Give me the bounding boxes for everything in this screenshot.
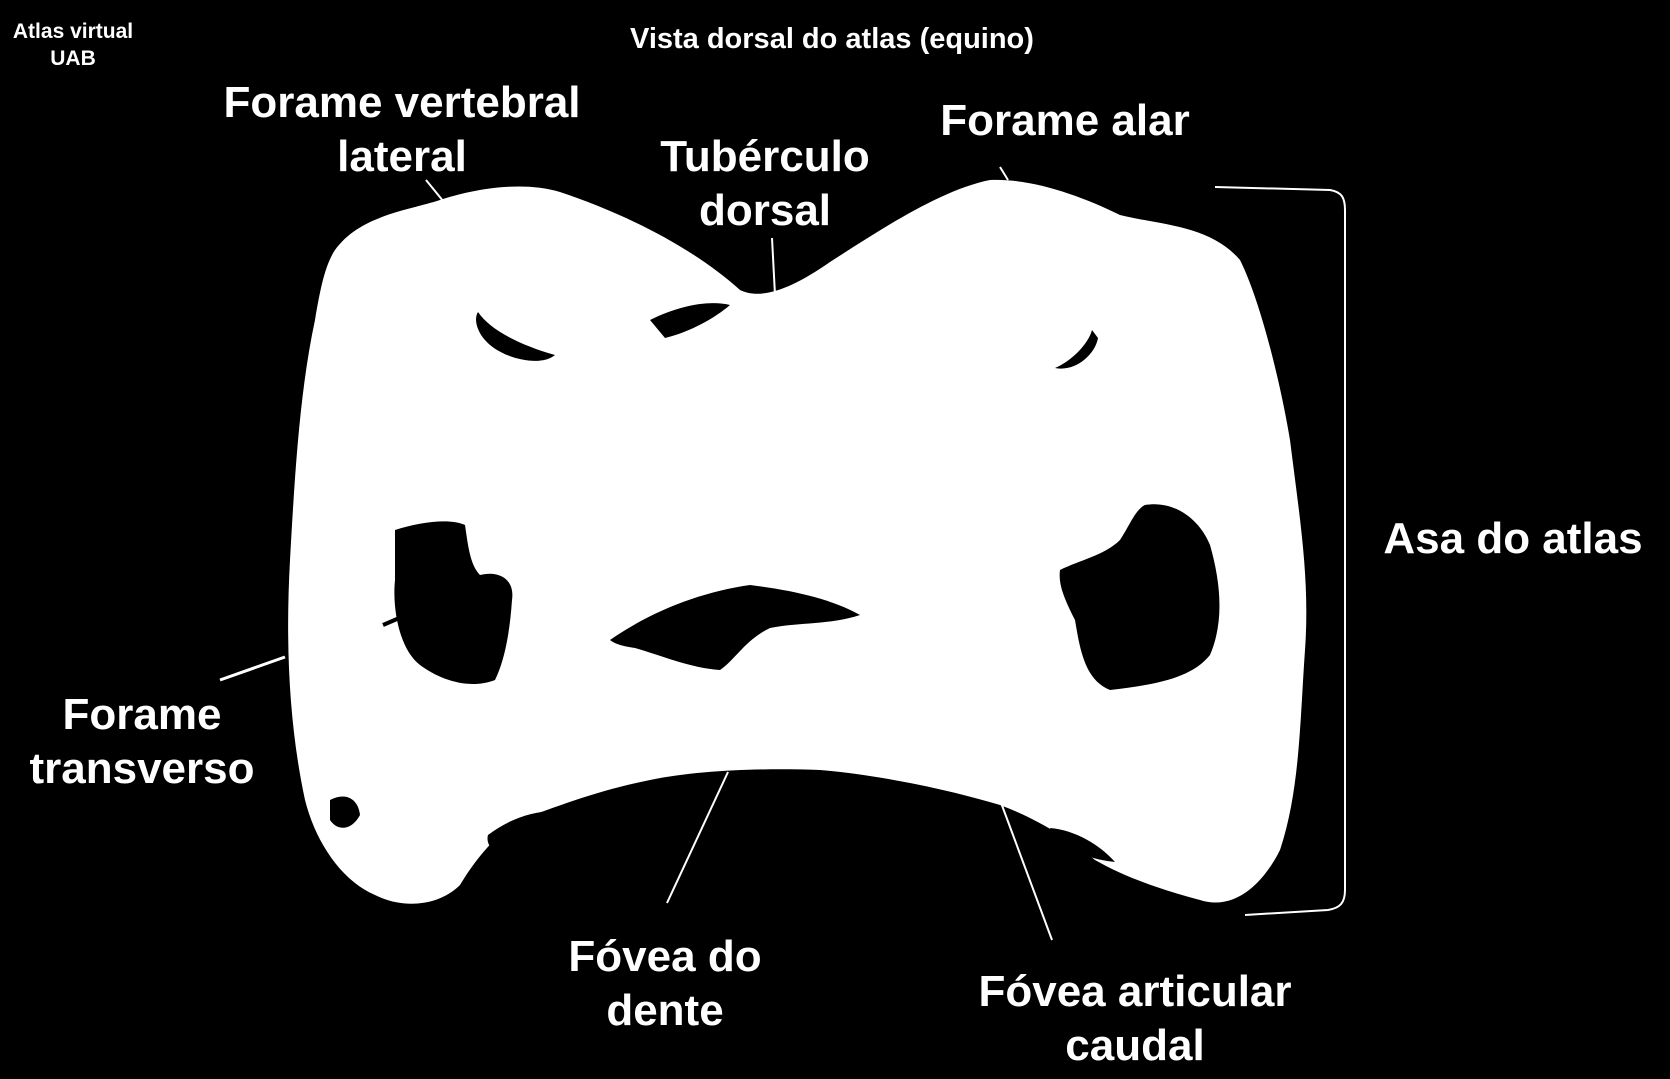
label-forame-alar-line-1: Forame alar (940, 96, 1190, 145)
fovea-do-dente-dark-area (610, 585, 860, 670)
leader-fovea-do-dente (666, 771, 729, 904)
forame-alar-right-hole (1055, 330, 1098, 369)
label-forame-alar: Forame alar (925, 94, 1205, 148)
fovea-articular-right-notch (1050, 828, 1115, 862)
label-fovea-articular-caudal-line-1: Fóvea articular (978, 967, 1292, 1016)
source-line-1: Atlas virtual (12, 20, 134, 43)
diagram-title: Vista dorsal do atlas (equino) (630, 23, 1034, 55)
forame-vertebral-lateral-left-hole (476, 312, 555, 361)
label-forame-transverso-line-1: Forame (62, 690, 222, 739)
label-fovea-articular-caudal-line-2: caudal (1065, 1020, 1205, 1070)
caudal-lower-left-spot (330, 796, 360, 828)
label-tuberculo-dorsal: Tubérculo dorsal (645, 130, 885, 237)
label-forame-vertebral-lateral-line-1: Forame vertebral (223, 78, 581, 127)
label-tuberculo-dorsal-line-1: Tubérculo (660, 132, 870, 181)
label-forame-transverso-line-2: transverso (29, 743, 255, 793)
label-fovea-do-dente-line-2: dente (606, 985, 724, 1035)
label-fovea-do-dente-line-1: Fóvea do (568, 932, 762, 981)
label-tuberculo-dorsal-line-2: dorsal (698, 185, 832, 235)
leader-forame-vertebral-lateral (425, 179, 449, 208)
label-asa-do-atlas: Asa do atlas (1368, 512, 1658, 566)
leader-forame-transverso-outer (219, 655, 286, 682)
leader-forame-transverso-inner (382, 605, 426, 627)
leader-forame-transverso-arrowhead (418, 601, 434, 616)
source-label: Atlas virtual UAB (8, 18, 138, 73)
forame-transverso-left-hole (394, 521, 513, 685)
tuberculo-dorsal-notch (650, 303, 730, 338)
leader-fovea-articular-caudal (999, 799, 1053, 941)
label-asa-do-atlas-line-1: Asa do atlas (1383, 514, 1643, 563)
source-line-2: UAB (50, 47, 96, 71)
label-forame-transverso: Forame transverso (12, 688, 272, 795)
leader-tuberculo-dorsal (771, 237, 776, 296)
label-fovea-do-dente: Fóvea do dente (545, 930, 785, 1037)
label-forame-vertebral-lateral: Forame vertebral lateral (212, 76, 592, 183)
asa-do-atlas-bracket (1214, 186, 1346, 916)
label-forame-vertebral-lateral-line-2: lateral (337, 131, 467, 181)
fovea-articular-left-notch (487, 811, 565, 855)
forame-transverso-right-hole (1059, 504, 1220, 690)
atlas-bone-silhouette (288, 179, 1307, 904)
label-fovea-articular-caudal: Fóvea articular caudal (955, 965, 1315, 1072)
leader-forame-alar (999, 166, 1009, 181)
